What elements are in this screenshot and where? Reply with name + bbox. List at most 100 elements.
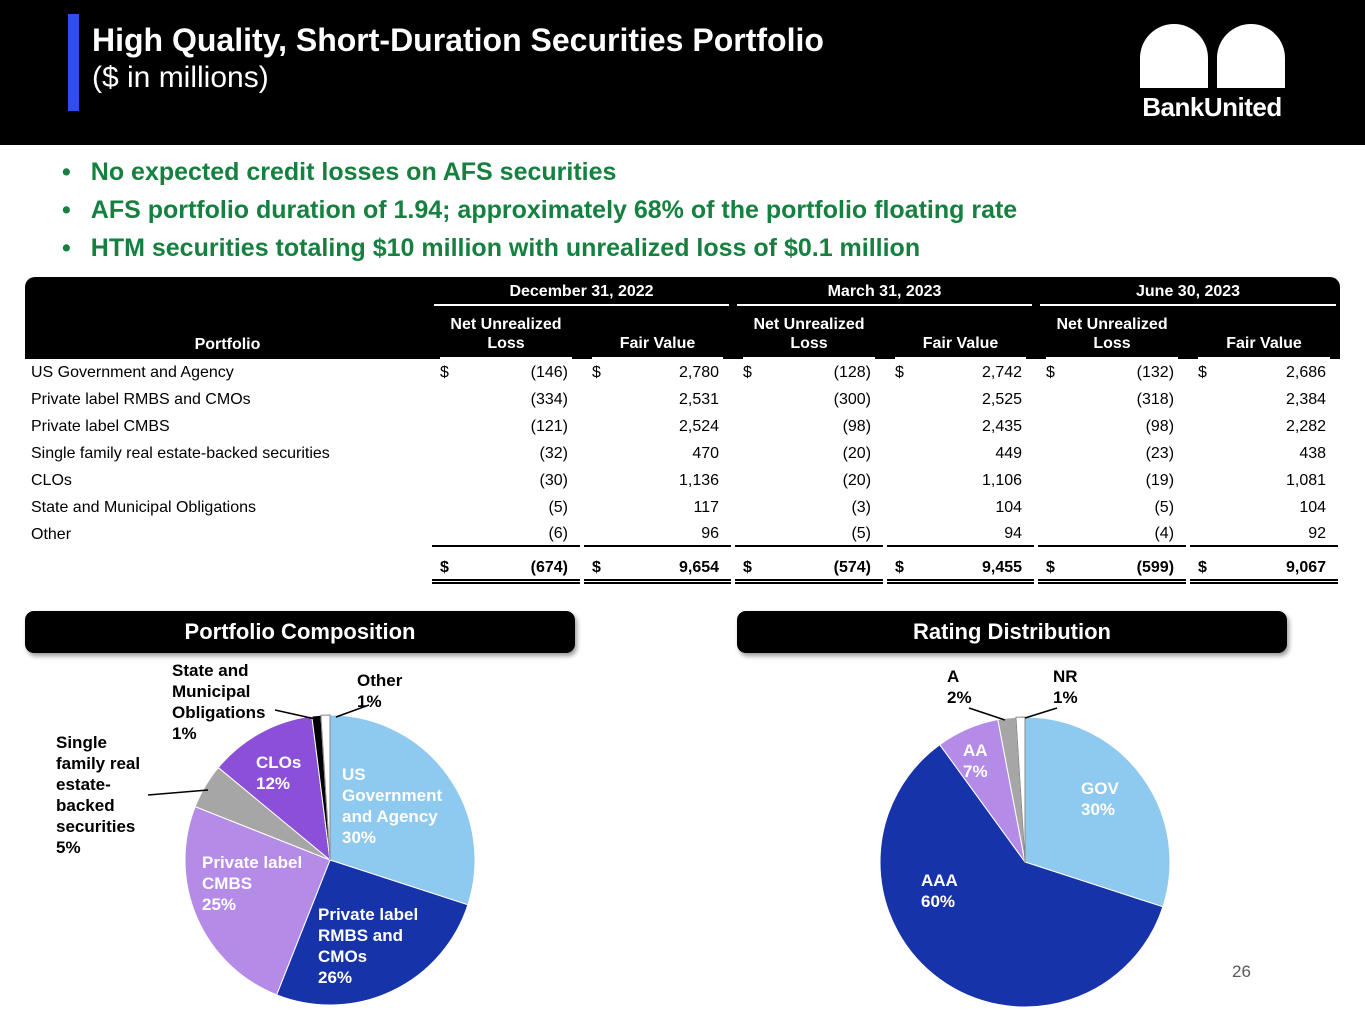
table-cell: (23) (1036, 440, 1188, 467)
label-rating-nr: NR 1% (1053, 667, 1078, 708)
chart-title-text: Portfolio Composition (184, 619, 416, 644)
cell-value: 2,524 (678, 417, 720, 435)
table-row: Private label RMBS and CMOs (334) 2,531 (30… (25, 386, 1340, 413)
table-cell: (5) (733, 521, 885, 548)
cell-value: (574) (833, 559, 872, 576)
cell-value: (4) (1154, 524, 1175, 542)
cell-value: (23) (1145, 444, 1175, 462)
dollar-sign: $ (440, 363, 449, 381)
table-cell: (318) (1036, 386, 1188, 413)
pie-slice-aaa (879, 743, 1164, 1008)
total-cell: $9,455 (885, 548, 1036, 584)
table-cell: (5) (1036, 494, 1188, 521)
table-cell: $ (132) (1036, 359, 1188, 386)
label-rating-a: A 2% (947, 667, 972, 708)
callout-line-state-municipal (274, 709, 321, 721)
dollar-sign: $ (1198, 363, 1207, 381)
portfolio-row-label: CLOs (31, 471, 72, 489)
cell-value: 2,686 (1286, 363, 1327, 381)
cell-value: (128) (833, 363, 872, 381)
bullet-item: • AFS portfolio duration of 1.94; approxi… (62, 196, 1017, 225)
table-cell: (121) (430, 413, 582, 440)
table-row: Single family real estate-backed securit… (25, 440, 1340, 467)
cell-value: (5) (1154, 498, 1175, 516)
table-cell: $ (146) (430, 359, 582, 386)
pie-slice-private-label-rmbs-and-cmos (275, 859, 469, 1006)
bullet-dot: • (62, 196, 71, 224)
bullet-dot: • (62, 158, 71, 186)
label-private-label-cmbs: Private label CMBS 25% (202, 853, 303, 915)
table-cell: (30) (430, 467, 582, 494)
dollar-sign: $ (1046, 559, 1055, 576)
dollar-sign: $ (743, 559, 752, 576)
table-cell: 2,525 (885, 386, 1036, 413)
table-cell: (20) (733, 467, 885, 494)
table-cell: 1,106 (885, 467, 1036, 494)
fair-value-header: Fair Value (885, 307, 1037, 359)
cell-value: (300) (833, 390, 872, 408)
securities-table-element: December 31, 2022 March 31, 2023 June 30… (25, 277, 1341, 584)
bankunited-arches-icon (1135, 24, 1289, 88)
table-row: Other (6) 96 (5) 94 (4) 92 (25, 521, 1340, 548)
table-cell: 1,081 (1188, 467, 1340, 494)
cell-value: 2,525 (981, 390, 1023, 408)
title-accent-bar (68, 14, 79, 111)
cell-value: (98) (842, 417, 872, 435)
net-unrealized-loss-header: Net Unrealized Loss (1036, 307, 1189, 359)
label-private-label-rmbs: Private label RMBS and CMOs 26% (318, 905, 419, 988)
bullet-item: • No expected credit losses on AFS securi… (62, 158, 1017, 187)
cell-value: 2,435 (981, 417, 1023, 435)
dollar-sign: $ (743, 363, 752, 381)
table-cell: (19) (1036, 467, 1188, 494)
table-cell: 1,136 (582, 467, 733, 494)
label-single-family: Single family real estate- backed securi… (56, 733, 141, 858)
table-total-row: $ (674) $9,654 $ (574) $9,455 $ (599) $9,067 (25, 548, 1340, 584)
bankunited-logo: BankUnited (1135, 24, 1289, 123)
dollar-sign: $ (895, 363, 904, 381)
cell-value: (6) (548, 524, 568, 542)
cell-value: (32) (539, 444, 568, 462)
total-row-label (25, 548, 430, 584)
cell-value: (20) (842, 444, 872, 462)
cell-value: 2,282 (1286, 417, 1327, 435)
bullet-dot: • (62, 234, 71, 262)
callout-line-nr (1024, 707, 1058, 719)
table-cell: 117 (582, 494, 733, 521)
table-cell: $2,780 (582, 359, 733, 386)
dollar-sign: $ (1198, 559, 1207, 576)
callout-line-a (968, 707, 1006, 721)
cell-value: (674) (530, 559, 568, 576)
table-cell: (334) (430, 386, 582, 413)
total-cell: $9,067 (1188, 548, 1340, 584)
portfolio-column-header: Portfolio (25, 307, 430, 359)
table-row: CLOs (30) 1,136 (20) 1,106 (19) 1,081 (25, 467, 1340, 494)
table-row: Private label CMBS (121) 2,524 (98) 2,435 (98… (25, 413, 1340, 440)
cell-value: 96 (701, 524, 720, 542)
portfolio-composition-chart: State and Municipal Obligations 1% Other… (20, 660, 620, 1024)
portfolio-composition-title: Portfolio Composition (25, 611, 575, 653)
table-cell: 104 (885, 494, 1036, 521)
cell-value: 9,067 (1286, 559, 1327, 576)
table-cell: (32) (430, 440, 582, 467)
table-cell: (6) (430, 521, 582, 548)
column-group-mar-2023: March 31, 2023 (733, 277, 1037, 307)
cell-value: (3) (851, 498, 872, 516)
rating-distribution-pie (879, 707, 1171, 1008)
title-block: High Quality, Short-Duration Securities … (92, 22, 824, 95)
table-cell: 449 (885, 440, 1036, 467)
table-cell: 2,531 (582, 386, 733, 413)
table-cell: (98) (733, 413, 885, 440)
cell-value: (98) (1145, 417, 1175, 435)
cell-value: 449 (995, 444, 1023, 462)
table-cell: (5) (430, 494, 582, 521)
portfolio-row-label: State and Municipal Obligations (31, 498, 257, 516)
chart-title-text: Rating Distribution (913, 619, 1111, 644)
cell-value: 2,780 (678, 363, 720, 381)
bullet-text: AFS portfolio duration of 1.94; approxim… (90, 196, 1018, 224)
page-number: 26 (1232, 962, 1251, 981)
total-cell: $ (674) (430, 548, 582, 584)
pie-slice-nr (1015, 716, 1026, 863)
cell-value: (20) (842, 471, 872, 489)
table-cell: 470 (582, 440, 733, 467)
